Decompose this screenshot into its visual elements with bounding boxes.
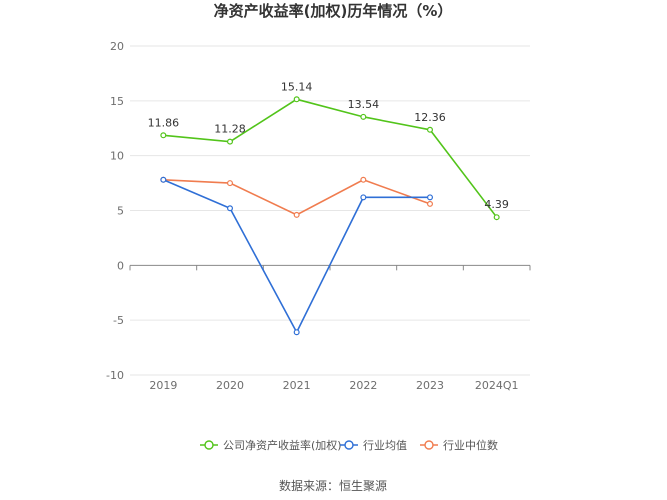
data-label: 11.28 [214, 123, 246, 136]
data-label: 13.54 [348, 98, 380, 111]
y-tick-label: 0 [117, 259, 124, 272]
data-point [227, 138, 234, 145]
legend-marker [424, 440, 434, 450]
legend-item-0[interactable]: 公司净资产收益率(加权) [200, 438, 342, 452]
chart-series [160, 96, 500, 336]
y-tick-label: -10 [106, 369, 124, 382]
y-tick-label: 5 [117, 205, 124, 218]
x-tick-label: 2019 [149, 379, 177, 392]
data-label: 15.14 [281, 80, 313, 93]
y-tick-label: -5 [113, 314, 124, 327]
data-point [160, 132, 167, 139]
legend-item-1[interactable]: 行业均值 [340, 439, 407, 452]
data-point [160, 176, 167, 183]
chart-title: 净资产收益率(加权)历年情况（%） [214, 2, 453, 20]
chart-grid [130, 45, 530, 376]
legend-marker [204, 440, 214, 450]
source-note: 数据来源：恒生聚源 [279, 478, 387, 493]
x-tick-label: 2022 [349, 379, 377, 392]
data-point [293, 211, 300, 218]
data-point [427, 200, 434, 207]
data-point [360, 176, 367, 183]
data-point [360, 194, 367, 201]
data-point [293, 96, 300, 103]
data-point [227, 180, 234, 187]
legend-label: 行业中位数 [443, 438, 498, 452]
legend-marker [344, 440, 354, 450]
data-label: 12.36 [414, 111, 446, 124]
data-point [427, 126, 434, 133]
data-point [227, 205, 234, 212]
data-point [360, 113, 367, 120]
data-label: 11.86 [148, 116, 180, 129]
data-label: 4.39 [484, 198, 509, 211]
x-tick-label: 2023 [416, 379, 444, 392]
data-point [427, 194, 434, 201]
x-tick-label: 2024Q1 [475, 379, 519, 392]
y-tick-label: 15 [110, 95, 124, 108]
y-tick-label: 20 [110, 40, 124, 53]
chart-legend[interactable]: 公司净资产收益率(加权) 行业均值 行业中位数 [200, 438, 498, 452]
data-point [293, 329, 300, 336]
legend-label: 公司净资产收益率(加权) [223, 438, 342, 452]
series-line-0 [163, 98, 498, 218]
data-labels: 11.86 11.28 15.14 13.54 12.36 4.39 [148, 80, 509, 211]
data-point [493, 214, 500, 221]
series-line-1 [163, 179, 430, 334]
chart-axis: -10 -5 0 5 10 15 20 2019 2020 2021 2022 2023 2024Q1 [106, 40, 531, 392]
x-tick-label: 2021 [283, 379, 311, 392]
legend-label: 行业均值 [363, 439, 407, 452]
y-tick-label: 10 [110, 150, 124, 163]
legend-item-2[interactable]: 行业中位数 [420, 438, 498, 452]
x-tick-label: 2020 [216, 379, 244, 392]
